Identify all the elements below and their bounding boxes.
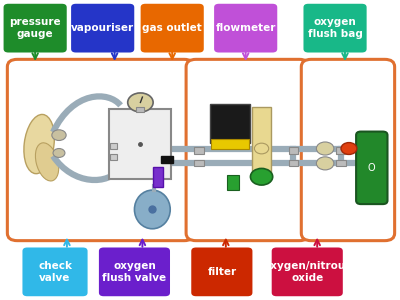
- FancyBboxPatch shape: [211, 139, 249, 149]
- FancyBboxPatch shape: [153, 167, 164, 187]
- FancyBboxPatch shape: [288, 147, 298, 154]
- Text: check
valve: check valve: [38, 261, 72, 283]
- Ellipse shape: [36, 143, 59, 181]
- FancyBboxPatch shape: [110, 154, 117, 160]
- Text: oxygen
flush bag: oxygen flush bag: [308, 17, 362, 39]
- Circle shape: [254, 143, 269, 154]
- FancyBboxPatch shape: [4, 4, 67, 52]
- Ellipse shape: [134, 190, 170, 229]
- FancyBboxPatch shape: [162, 156, 173, 163]
- Circle shape: [128, 93, 153, 112]
- FancyBboxPatch shape: [110, 109, 172, 179]
- Text: vapouriser: vapouriser: [71, 23, 134, 33]
- Circle shape: [250, 168, 273, 185]
- FancyBboxPatch shape: [252, 107, 271, 175]
- Ellipse shape: [341, 142, 357, 154]
- FancyBboxPatch shape: [356, 132, 388, 204]
- Text: O: O: [368, 163, 376, 173]
- FancyBboxPatch shape: [99, 248, 170, 296]
- Text: oxygen/nitrous
oxide: oxygen/nitrous oxide: [263, 261, 352, 283]
- FancyBboxPatch shape: [110, 142, 117, 149]
- FancyBboxPatch shape: [336, 160, 346, 166]
- FancyBboxPatch shape: [186, 59, 309, 241]
- Ellipse shape: [24, 114, 54, 174]
- FancyBboxPatch shape: [214, 4, 277, 52]
- FancyBboxPatch shape: [288, 160, 298, 166]
- FancyBboxPatch shape: [210, 104, 250, 142]
- FancyBboxPatch shape: [227, 175, 239, 190]
- Text: pressure
gauge: pressure gauge: [9, 17, 61, 39]
- FancyBboxPatch shape: [191, 248, 252, 296]
- Circle shape: [316, 157, 334, 170]
- Text: filter: filter: [207, 267, 236, 277]
- Text: oxygen
flush valve: oxygen flush valve: [102, 261, 166, 283]
- FancyBboxPatch shape: [7, 59, 194, 241]
- FancyBboxPatch shape: [136, 106, 144, 112]
- FancyBboxPatch shape: [194, 160, 204, 166]
- FancyBboxPatch shape: [22, 248, 88, 296]
- Circle shape: [316, 142, 334, 155]
- Circle shape: [52, 130, 66, 140]
- Text: gas outlet: gas outlet: [142, 23, 202, 33]
- Text: flowmeter: flowmeter: [216, 23, 276, 33]
- FancyBboxPatch shape: [272, 248, 343, 296]
- FancyBboxPatch shape: [71, 4, 134, 52]
- FancyBboxPatch shape: [141, 4, 204, 52]
- FancyBboxPatch shape: [194, 147, 204, 154]
- Circle shape: [53, 148, 65, 158]
- FancyBboxPatch shape: [301, 59, 395, 241]
- FancyBboxPatch shape: [336, 147, 346, 154]
- FancyBboxPatch shape: [304, 4, 367, 52]
